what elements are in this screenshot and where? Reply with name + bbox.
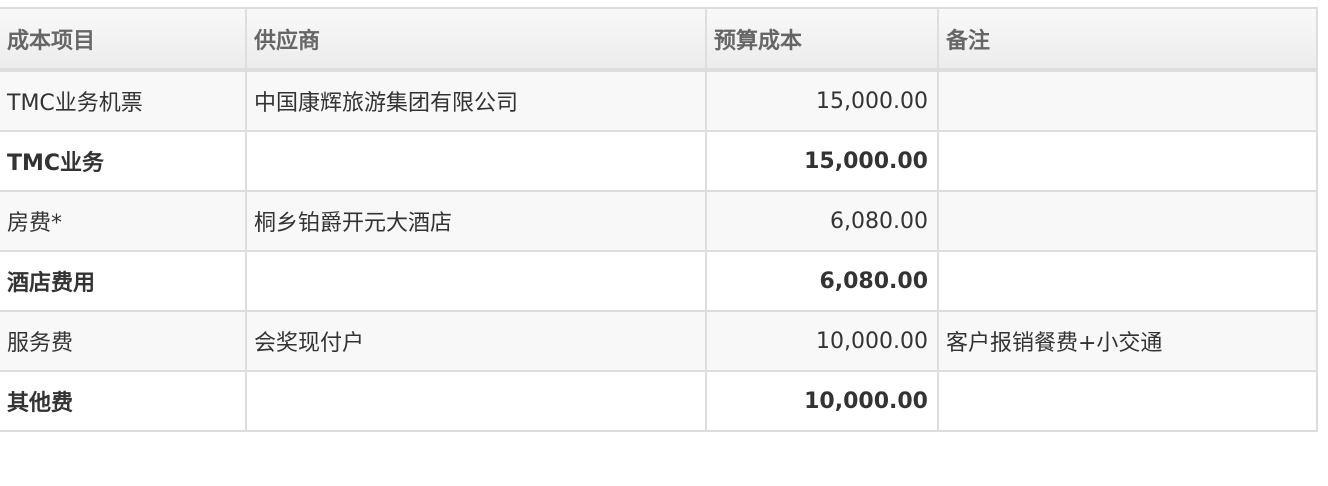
cell-cost: 15,000.00 — [705, 69, 939, 132]
cell-note — [937, 190, 1318, 252]
cell-supplier — [245, 130, 707, 192]
cell-note: 客户报销餐费+小交通 — [937, 310, 1318, 372]
cell-cost: 10,000.00 — [705, 310, 939, 372]
cell-supplier: 中国康辉旅游集团有限公司 — [245, 69, 707, 132]
cell-supplier — [245, 370, 707, 432]
table-row: TMC业务机票 中国康辉旅游集团有限公司 15,000.00 — [0, 69, 1318, 132]
header-cost-item: 成本项目 — [0, 7, 247, 72]
cell-cost: 6,080.00 — [705, 250, 939, 312]
cell-item: 房费* — [0, 190, 247, 252]
cell-cost: 10,000.00 — [705, 370, 939, 432]
cell-item: TMC业务机票 — [0, 69, 247, 132]
cell-cost: 6,080.00 — [705, 190, 939, 252]
cell-item: TMC业务 — [0, 130, 247, 192]
table-row: 房费* 桐乡铂爵开元大酒店 6,080.00 — [0, 190, 1318, 252]
cell-note — [937, 130, 1318, 192]
subtotal-row: TMC业务 15,000.00 — [0, 130, 1318, 192]
cost-budget-table: 成本项目 供应商 预算成本 备注 TMC业务机票 中国康辉旅游集团有限公司 15… — [0, 7, 1318, 432]
cell-supplier — [245, 250, 707, 312]
cell-note — [937, 370, 1318, 432]
cell-item: 服务费 — [0, 310, 247, 372]
cell-supplier: 会奖现付户 — [245, 310, 707, 372]
table-header-row: 成本项目 供应商 预算成本 备注 — [0, 7, 1318, 72]
cell-item: 酒店费用 — [0, 250, 247, 312]
header-note: 备注 — [937, 7, 1318, 72]
cell-item: 其他费 — [0, 370, 247, 432]
cell-note — [937, 250, 1318, 312]
cell-cost: 15,000.00 — [705, 130, 939, 192]
cell-supplier: 桐乡铂爵开元大酒店 — [245, 190, 707, 252]
table-row: 服务费 会奖现付户 10,000.00 客户报销餐费+小交通 — [0, 310, 1318, 372]
subtotal-row: 酒店费用 6,080.00 — [0, 250, 1318, 312]
cell-note — [937, 69, 1318, 132]
subtotal-row: 其他费 10,000.00 — [0, 370, 1318, 432]
header-budget-cost: 预算成本 — [705, 7, 939, 72]
header-supplier: 供应商 — [245, 7, 707, 72]
